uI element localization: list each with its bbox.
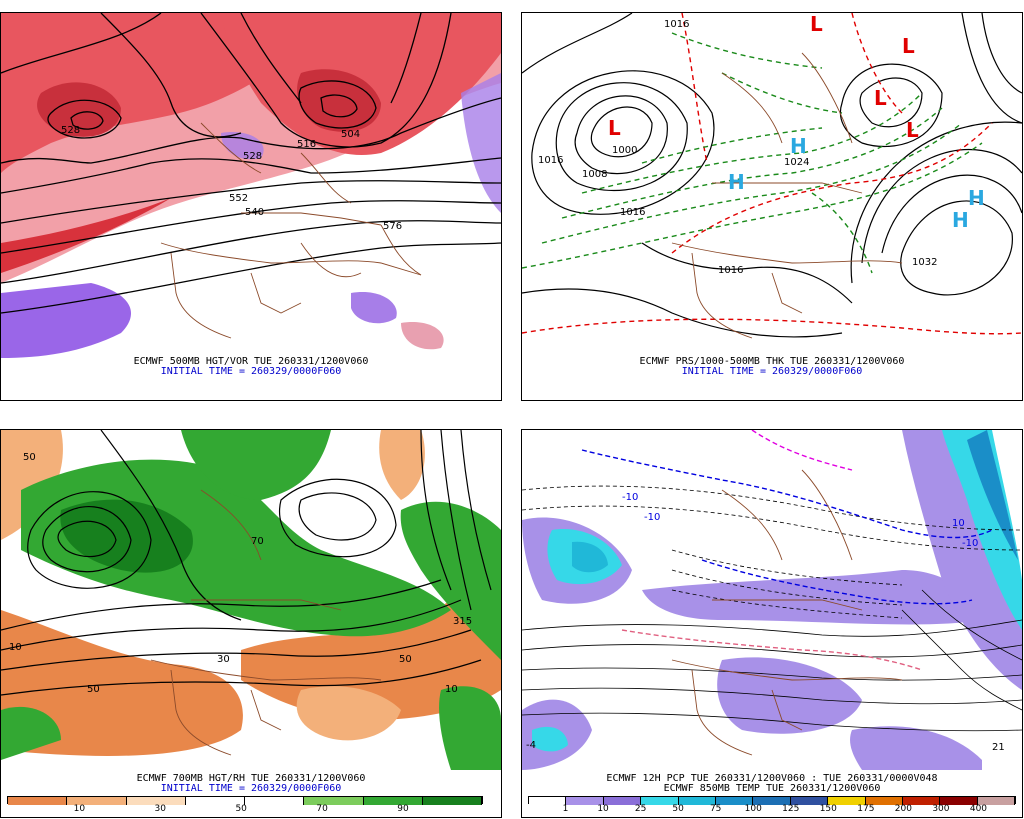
legend-label: 175: [857, 804, 875, 814]
legend-label: 125: [782, 804, 800, 814]
panel-caption-init-time: INITIAL TIME = 260329/0000F060: [160, 783, 342, 794]
rh-legend-colorbar: [7, 796, 483, 805]
legend-swatch: [678, 797, 716, 805]
contour-label: 50: [399, 654, 412, 665]
precip-legend-colorbar: [528, 796, 1016, 805]
legend-label: 25: [634, 804, 647, 814]
legend-label: 1: [562, 804, 569, 814]
legend-swatch: [902, 797, 941, 805]
panel-caption-title: ECMWF 500MB HGT/VOR TUE 260331/1200V060: [133, 356, 369, 367]
contour-label: 528: [61, 125, 80, 136]
legend-swatch: [566, 797, 604, 805]
panel-500mb-height-vorticity: 516 504 528 552 540 576 528 ECMWF 500MB …: [0, 12, 502, 401]
isobar-label: 1000: [612, 145, 637, 156]
contour-label: 576: [383, 221, 402, 232]
legend-label: 70: [316, 804, 328, 814]
contour-label: 50: [23, 452, 36, 463]
high-pressure-symbol: H: [952, 208, 969, 232]
legend-label: 300: [932, 804, 950, 814]
panel-precip-850mb-temp: -10 -10 -10 10 -4 21 ECMWF 12H PCP TUE 2…: [521, 429, 1023, 818]
isobar-label: 1032: [912, 257, 937, 268]
contour-label: 10: [9, 642, 22, 653]
contour-label: 540: [245, 207, 264, 218]
temp-label: -10: [962, 538, 978, 549]
isobar-label: 1024: [784, 157, 809, 168]
legend-swatch: [8, 797, 68, 805]
contour-label: 30: [217, 654, 230, 665]
temp-label: 10: [952, 518, 965, 529]
legend-label: 75: [709, 804, 722, 814]
isobar-label: 1016: [538, 155, 563, 166]
temp-label: -4: [526, 740, 536, 751]
legend-label: 50: [235, 804, 247, 814]
legend-label: 90: [397, 804, 409, 814]
high-pressure-symbol: H: [968, 186, 985, 210]
legend-swatch: [790, 797, 829, 805]
panel-caption-init-time: INITIAL TIME = 260329/0000F060: [681, 366, 863, 377]
panel-caption-title: ECMWF PRS/1000-500MB THK TUE 260331/1200…: [639, 356, 905, 367]
contour-label: 50: [87, 684, 100, 695]
contour-label: 516: [297, 139, 316, 150]
legend-label: 10: [597, 804, 609, 814]
rh-color-legend: 10 30 50 70 90: [7, 796, 483, 816]
temp-label: -10: [622, 492, 638, 503]
isobar-label: 1016: [620, 207, 645, 218]
isobar-label: 1016: [664, 19, 689, 30]
panel-caption-subtitle: ECMWF 850MB TEMP TUE 260331/1200V060: [663, 783, 881, 794]
panel-caption-title: ECMWF 12H PCP TUE 260331/1200V060 : TUE …: [606, 773, 938, 784]
isobar-label: 1008: [582, 169, 607, 180]
contour-label: 528: [243, 151, 262, 162]
legend-swatch: [126, 797, 186, 805]
legend-label: 10: [73, 804, 86, 814]
low-pressure-symbol: L: [906, 118, 919, 142]
legend-label: 100: [744, 804, 762, 814]
map-700mb-relative-humidity: 50 10 30 70 315 50 10 50: [1, 430, 501, 775]
legend-swatch: [422, 797, 482, 805]
legend-swatch: [245, 797, 305, 805]
temp-label: -10: [644, 512, 660, 523]
temp-label: 21: [992, 742, 1005, 753]
legend-label: 50: [672, 804, 684, 814]
contour-label: 10: [445, 684, 458, 695]
legend-swatch: [715, 797, 754, 805]
legend-swatch: [185, 797, 245, 805]
low-pressure-symbol: L: [810, 13, 823, 36]
map-12h-precipitation: -10 -10 -10 10 -4 21: [522, 430, 1022, 775]
legend-label: 30: [154, 804, 166, 814]
legend-swatch: [304, 797, 364, 805]
panel-pressure-thickness: L L L L L H H H H 1016 1016 1008 1016 10…: [521, 12, 1023, 401]
low-pressure-symbol: L: [902, 34, 915, 58]
legend-label: 150: [819, 804, 837, 814]
precip-color-legend: 1 10 25 50 75 100 125 150 175 200 300 400: [528, 796, 1016, 816]
contour-label: 504: [341, 129, 360, 140]
precip-legend-labels: 1 10 25 50 75 100 125 150 175 200 300 400: [528, 804, 1016, 816]
legend-swatch: [828, 797, 866, 805]
low-pressure-symbol: L: [874, 86, 887, 110]
legend-swatch: [977, 797, 1016, 805]
legend-swatch: [753, 797, 791, 805]
panel-caption-title: ECMWF 700MB HGT/RH TUE 260331/1200V060: [136, 773, 366, 784]
rh-legend-labels: 10 30 50 70 90: [7, 804, 483, 816]
panel-700mb-height-rh: 50 10 30 70 315 50 10 50 ECMWF 700MB HGT…: [0, 429, 502, 818]
legend-swatch: [603, 797, 642, 805]
panel-caption-init-time: INITIAL TIME = 260329/0000F060: [160, 366, 342, 377]
contour-label: 70: [251, 536, 264, 547]
legend-swatch: [363, 797, 423, 805]
legend-swatch: [641, 797, 679, 805]
legend-swatch: [940, 797, 978, 805]
high-pressure-symbol: H: [728, 170, 745, 194]
contour-label: 552: [229, 193, 248, 204]
legend-label: 400: [969, 804, 988, 814]
legend-swatch: [529, 797, 567, 805]
high-pressure-symbol: H: [790, 134, 807, 158]
map-500mb-vorticity: 516 504 528 552 540 576 528: [1, 13, 501, 358]
isobar-label: 1016: [718, 265, 743, 276]
map-sea-level-pressure: L L L L L H H H H 1016 1016 1008 1016 10…: [522, 13, 1022, 358]
low-pressure-symbol: L: [608, 116, 621, 140]
legend-swatch: [67, 797, 127, 805]
legend-label: 200: [894, 804, 912, 814]
contour-label: 315: [453, 616, 472, 627]
legend-swatch: [865, 797, 903, 805]
